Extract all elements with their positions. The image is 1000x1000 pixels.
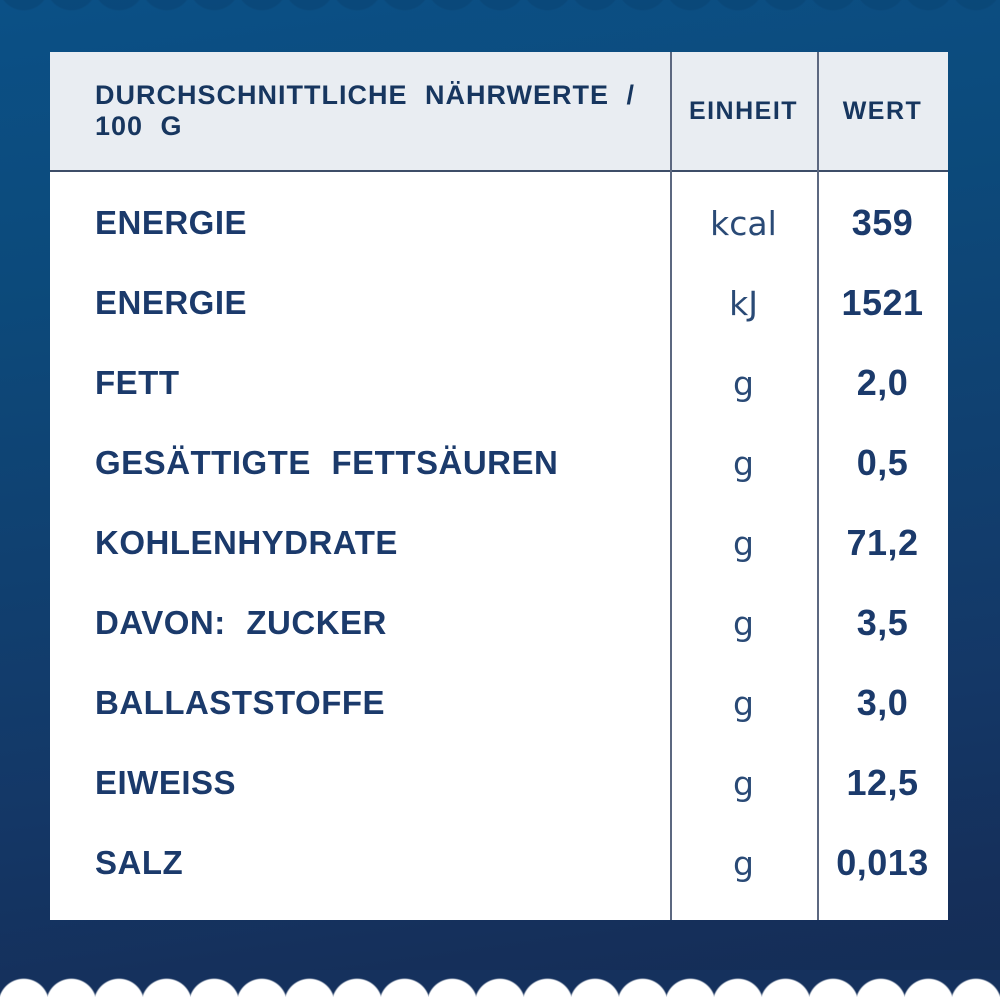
column-header-nutrients: DURCHSCHNITTLICHE NÄHRWERTE / 100 G bbox=[95, 80, 635, 141]
table-row: ENERGIE kcal 359 bbox=[50, 183, 948, 263]
row-label: EIWEISS bbox=[95, 764, 237, 801]
row-label: DAVON: ZUCKER bbox=[95, 604, 387, 641]
row-unit: g bbox=[733, 603, 754, 643]
row-value: 3,5 bbox=[856, 602, 909, 643]
row-value: 3,0 bbox=[856, 682, 909, 723]
row-unit: g bbox=[733, 843, 754, 883]
row-label: GESÄTTIGTE FETTSÄUREN bbox=[95, 444, 559, 481]
table-row: FETT g 2,0 bbox=[50, 343, 948, 423]
row-label: BALLASTSTOFFE bbox=[95, 684, 386, 721]
row-unit: kcal bbox=[710, 203, 777, 243]
table-row: SALZ g 0,013 bbox=[50, 823, 948, 903]
column-header-unit: EINHEIT bbox=[688, 96, 799, 125]
table-row: DAVON: ZUCKER g 3,5 bbox=[50, 583, 948, 663]
row-value: 71,2 bbox=[846, 522, 919, 563]
column-header-value: WERT bbox=[842, 96, 923, 125]
row-label: KOHLENHYDRATE bbox=[95, 524, 398, 561]
row-value: 0,5 bbox=[856, 442, 909, 483]
nutrition-facts-table: DURCHSCHNITTLICHE NÄHRWERTE / 100 G EINH… bbox=[50, 52, 948, 920]
table-header-row: DURCHSCHNITTLICHE NÄHRWERTE / 100 G EINH… bbox=[50, 52, 948, 172]
row-value: 359 bbox=[851, 202, 914, 243]
row-label: ENERGIE bbox=[95, 204, 248, 241]
table-row: BALLASTSTOFFE g 3,0 bbox=[50, 663, 948, 743]
table-row: ENERGIE kJ 1521 bbox=[50, 263, 948, 343]
table-row: GESÄTTIGTE FETTSÄUREN g 0,5 bbox=[50, 423, 948, 503]
scallop-edge-bottom bbox=[0, 970, 1000, 1000]
table-body: ENERGIE kcal 359 ENERGIE kJ 1521 FETT g … bbox=[50, 172, 948, 903]
row-value: 12,5 bbox=[846, 762, 919, 803]
row-label: SALZ bbox=[95, 844, 184, 881]
row-unit: g bbox=[733, 683, 754, 723]
table-row: EIWEISS g 12,5 bbox=[50, 743, 948, 823]
row-unit: g bbox=[733, 443, 754, 483]
row-unit: g bbox=[733, 523, 754, 563]
row-unit: g bbox=[733, 763, 754, 803]
row-unit: kJ bbox=[729, 283, 758, 323]
row-value: 0,013 bbox=[836, 842, 929, 883]
column-divider-unit bbox=[670, 52, 672, 920]
scallop-edge-top bbox=[0, 0, 1000, 15]
column-divider-value bbox=[817, 52, 819, 920]
table-row: KOHLENHYDRATE g 71,2 bbox=[50, 503, 948, 583]
row-unit: g bbox=[733, 363, 754, 403]
row-value: 2,0 bbox=[856, 362, 909, 403]
row-label: ENERGIE bbox=[95, 284, 248, 321]
row-value: 1521 bbox=[841, 282, 924, 323]
row-label: FETT bbox=[95, 364, 180, 401]
